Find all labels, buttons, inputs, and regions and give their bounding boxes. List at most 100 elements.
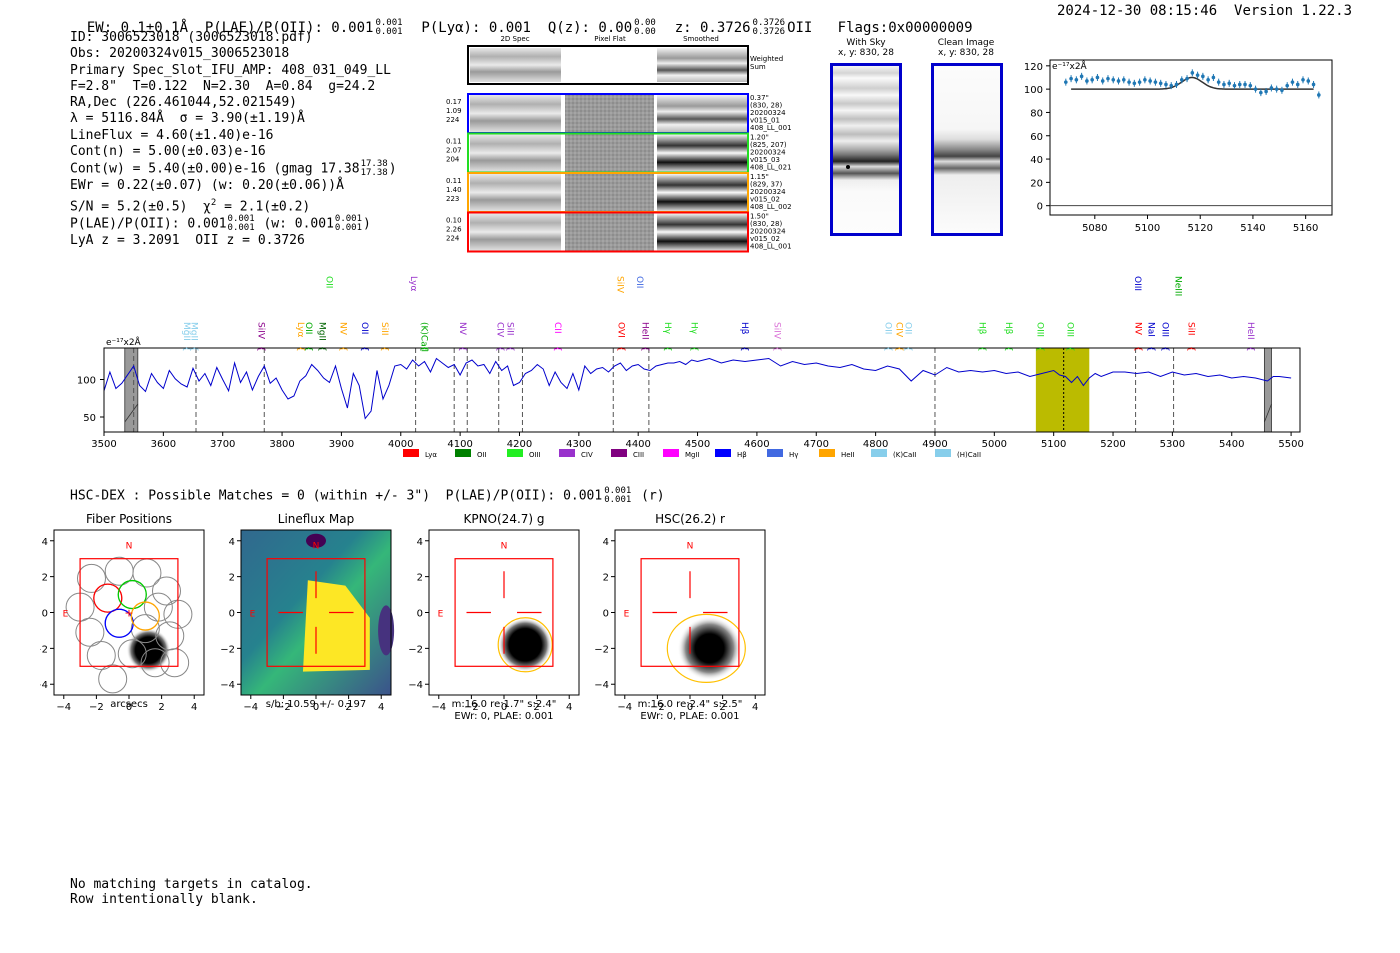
cutout-row-meta: 20200324 bbox=[750, 109, 786, 117]
spectrum-line-label-group: MgII { bbox=[317, 322, 327, 352]
spectrum-line-label-group: NV { bbox=[337, 322, 347, 352]
zoom-data-point bbox=[1143, 78, 1147, 82]
fiber-circle-highlight bbox=[93, 583, 123, 613]
zoom-data-point bbox=[1317, 93, 1321, 97]
panel-ytick-label: −4 bbox=[408, 680, 423, 691]
spectrum-line-label-group: CIV { bbox=[495, 322, 505, 352]
lineflux-emission-blob bbox=[302, 580, 370, 672]
spec-cutouts: 2D Spec Pixel Flat Smoothed Weighted Sum… bbox=[446, 35, 792, 253]
spectrum-xtick-label: 5000 bbox=[982, 439, 1007, 450]
spectrum-legend-label: Lyα bbox=[425, 451, 437, 459]
cutout-row-meta: 20200324 bbox=[750, 188, 786, 196]
zoom-data-point bbox=[1079, 74, 1084, 79]
spectrum-line-label-group: Hγ { bbox=[689, 322, 699, 352]
spectrum-legend-label: MgII bbox=[685, 451, 700, 459]
spectrum-line-label: OII bbox=[883, 322, 893, 334]
spectrum-xtick-label: 4400 bbox=[625, 439, 650, 450]
spectrum-line-label: MgII bbox=[181, 322, 191, 341]
zoom-xtick-label: 5100 bbox=[1135, 223, 1160, 234]
info-plae-a-sup: 0.001 bbox=[227, 214, 255, 225]
info-id: ID: 3006523018 (3006523018.pdf) bbox=[70, 30, 313, 45]
with-sky-coords: x, y: 830, 28 bbox=[838, 48, 894, 58]
catalog-note: No matching targets in catalog. Row inte… bbox=[70, 877, 313, 907]
info-obs: Obs: 20200324v015_3006523018 bbox=[70, 46, 290, 62]
cutout-row-stat: 1.09 bbox=[446, 107, 462, 115]
zoom-data-point bbox=[1064, 80, 1068, 84]
zoom-data-point bbox=[1190, 71, 1195, 75]
zoom-data-point bbox=[1237, 82, 1242, 87]
spectrum-line-label-group: OVI { bbox=[616, 322, 626, 352]
panel-east-label: E bbox=[250, 610, 256, 620]
cutout-row-meta: (825, 207) bbox=[750, 141, 787, 149]
cutout-pixel-flat bbox=[565, 95, 654, 132]
hsc-dex-summary: HSC-DEX : Possible Matches = 0 (within +… bbox=[70, 487, 665, 505]
spectrum-xtick-label: 3700 bbox=[210, 439, 235, 450]
spectrum-line-bracket: { bbox=[419, 346, 429, 352]
spectrum-legend-swatch bbox=[455, 449, 471, 457]
panel-xtick-label: −2 bbox=[464, 702, 479, 713]
panel-east-label: E bbox=[438, 610, 444, 620]
cutout-row-meta: 0.37" bbox=[750, 94, 769, 102]
clean-image-title: Clean Image bbox=[937, 38, 995, 48]
panel-east-label: E bbox=[624, 610, 630, 620]
panel-xtick-label: −4 bbox=[56, 702, 71, 713]
panel-ytick-label: 2 bbox=[603, 573, 609, 584]
spectrum-line-label: Hγ bbox=[689, 322, 699, 335]
spectrum-xtick-label: 5300 bbox=[1160, 439, 1185, 450]
zoom-data-point bbox=[1243, 82, 1247, 87]
panel-xtick-label: 0 bbox=[126, 702, 132, 713]
spectrum-line-label: HeII bbox=[639, 322, 649, 340]
zoom-xtick-label: 5140 bbox=[1240, 223, 1265, 234]
cutout-row-meta: 408_LL_002 bbox=[750, 203, 792, 211]
hsc-caption: EWr: 0, PLAE: 0.001 bbox=[640, 711, 739, 722]
header-z-line: OII bbox=[787, 20, 813, 36]
spectrum-xtick-label: 4100 bbox=[447, 439, 472, 450]
spectrum-line-label-group: OII bbox=[324, 276, 334, 288]
spectrum-line-bracket: { bbox=[883, 346, 893, 352]
zoom-data-point bbox=[1206, 78, 1210, 82]
cutout-row-meta: (830, 28) bbox=[750, 102, 782, 110]
info-primary: Primary Spec_Slot_IFU_AMP: 408_031_049_L… bbox=[70, 62, 391, 78]
info-plae: P(LAE)/P(OII): 0.001 0.001 0.001 (w: 0.001… bbox=[70, 215, 397, 233]
with-sky-image bbox=[830, 63, 902, 236]
zoom-ytick-label: 80 bbox=[1030, 108, 1043, 119]
hsc-star-image bbox=[677, 616, 742, 681]
cutout-pixel-flat bbox=[565, 134, 654, 172]
spectrum-xtick-label: 5200 bbox=[1100, 439, 1125, 450]
spectrum-line-label-group: NeIII bbox=[1172, 276, 1182, 296]
spectrum-legend-swatch bbox=[715, 449, 731, 457]
kpno-star-image bbox=[498, 617, 553, 672]
panel-ytick-label: −2 bbox=[220, 644, 235, 655]
spectrum-legend-swatch bbox=[507, 449, 523, 457]
zoom-data-point bbox=[1259, 90, 1263, 95]
spectrum-line-label-group: MgII { bbox=[181, 322, 191, 352]
spectrum-legend-label: (H)CaII bbox=[957, 451, 981, 459]
cutout-row-stat: 0.11 bbox=[446, 177, 462, 185]
spectrum-line-bracket: { bbox=[552, 346, 562, 352]
spectrum-line-label-group: NV { bbox=[457, 322, 467, 352]
info-sn-text: S/N = 5.2(±0.5) χ bbox=[70, 199, 211, 214]
spectrum-line-label-group: Hβ { bbox=[1003, 322, 1013, 352]
cutout-2d-spec bbox=[470, 213, 561, 251]
spectrum-line-bracket: { bbox=[1159, 346, 1169, 352]
spectrum-line-bracket: { bbox=[902, 346, 912, 352]
spectrum-line-label: OIII bbox=[1132, 276, 1142, 291]
spectrum-legend-label: Hβ bbox=[737, 451, 747, 459]
panel-xtick-label: 2 bbox=[533, 702, 539, 713]
spectrum-line-label-group: NV { bbox=[1133, 322, 1143, 352]
header-datetime: 2024-12-30 08:15:46 bbox=[1057, 3, 1218, 19]
spectrum-line-label: MgII bbox=[188, 322, 198, 341]
spectrum-legend-swatch bbox=[935, 449, 951, 457]
spectrum-line-label: (K)CaII bbox=[419, 322, 429, 352]
header-plae-sup: 0.001 bbox=[375, 18, 403, 28]
zoom-data-point bbox=[1280, 88, 1284, 93]
spectrum-line-bracket: { bbox=[1035, 346, 1045, 352]
spectrum-line-label-group: OII { bbox=[883, 322, 893, 352]
info-sn-sup: 2 bbox=[210, 197, 217, 208]
zoom-xtick-label: 5080 bbox=[1082, 223, 1107, 234]
cutout-row-stat: 0.10 bbox=[446, 217, 462, 225]
cutout-row-meta: (829, 37) bbox=[750, 181, 782, 189]
hsc-caption: m:16.0 re:2.4" s:2.5" bbox=[638, 699, 743, 710]
panel-title: HSC(26.2) r bbox=[655, 512, 725, 526]
spectrum-line-bracket: { bbox=[739, 346, 749, 352]
